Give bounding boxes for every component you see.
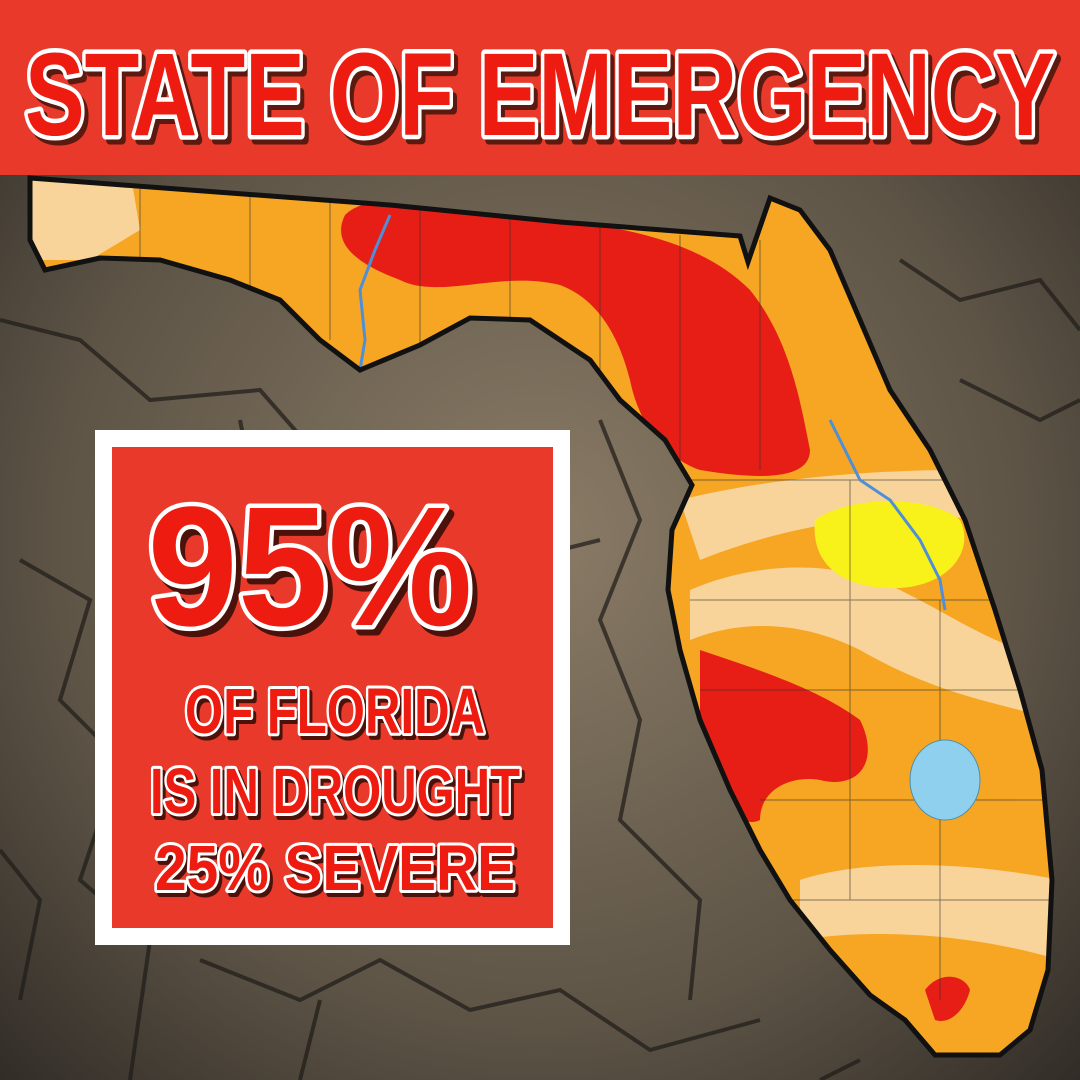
callout-line: 25% SEVERE	[155, 832, 515, 904]
header-title: STATE OF EMERGENCY	[25, 29, 1055, 161]
header-band	[0, 0, 1080, 175]
abnormally-dry	[800, 865, 1052, 960]
headline: 95%	[148, 472, 473, 662]
callout-box	[112, 447, 553, 928]
severe-drought	[341, 201, 810, 476]
lake-okeechobee	[909, 739, 981, 821]
county-lines	[139, 178, 1050, 1000]
abnormally-dry	[690, 567, 1052, 720]
severe-drought	[700, 650, 868, 822]
river	[358, 214, 392, 371]
callout-line: IS IN DROUGHT	[150, 755, 520, 827]
river	[828, 419, 947, 611]
abnormally-dry	[30, 178, 140, 260]
severe-drought	[925, 976, 970, 1021]
yellow-area	[814, 501, 965, 589]
callout-line: OF FLORIDA	[185, 675, 485, 747]
